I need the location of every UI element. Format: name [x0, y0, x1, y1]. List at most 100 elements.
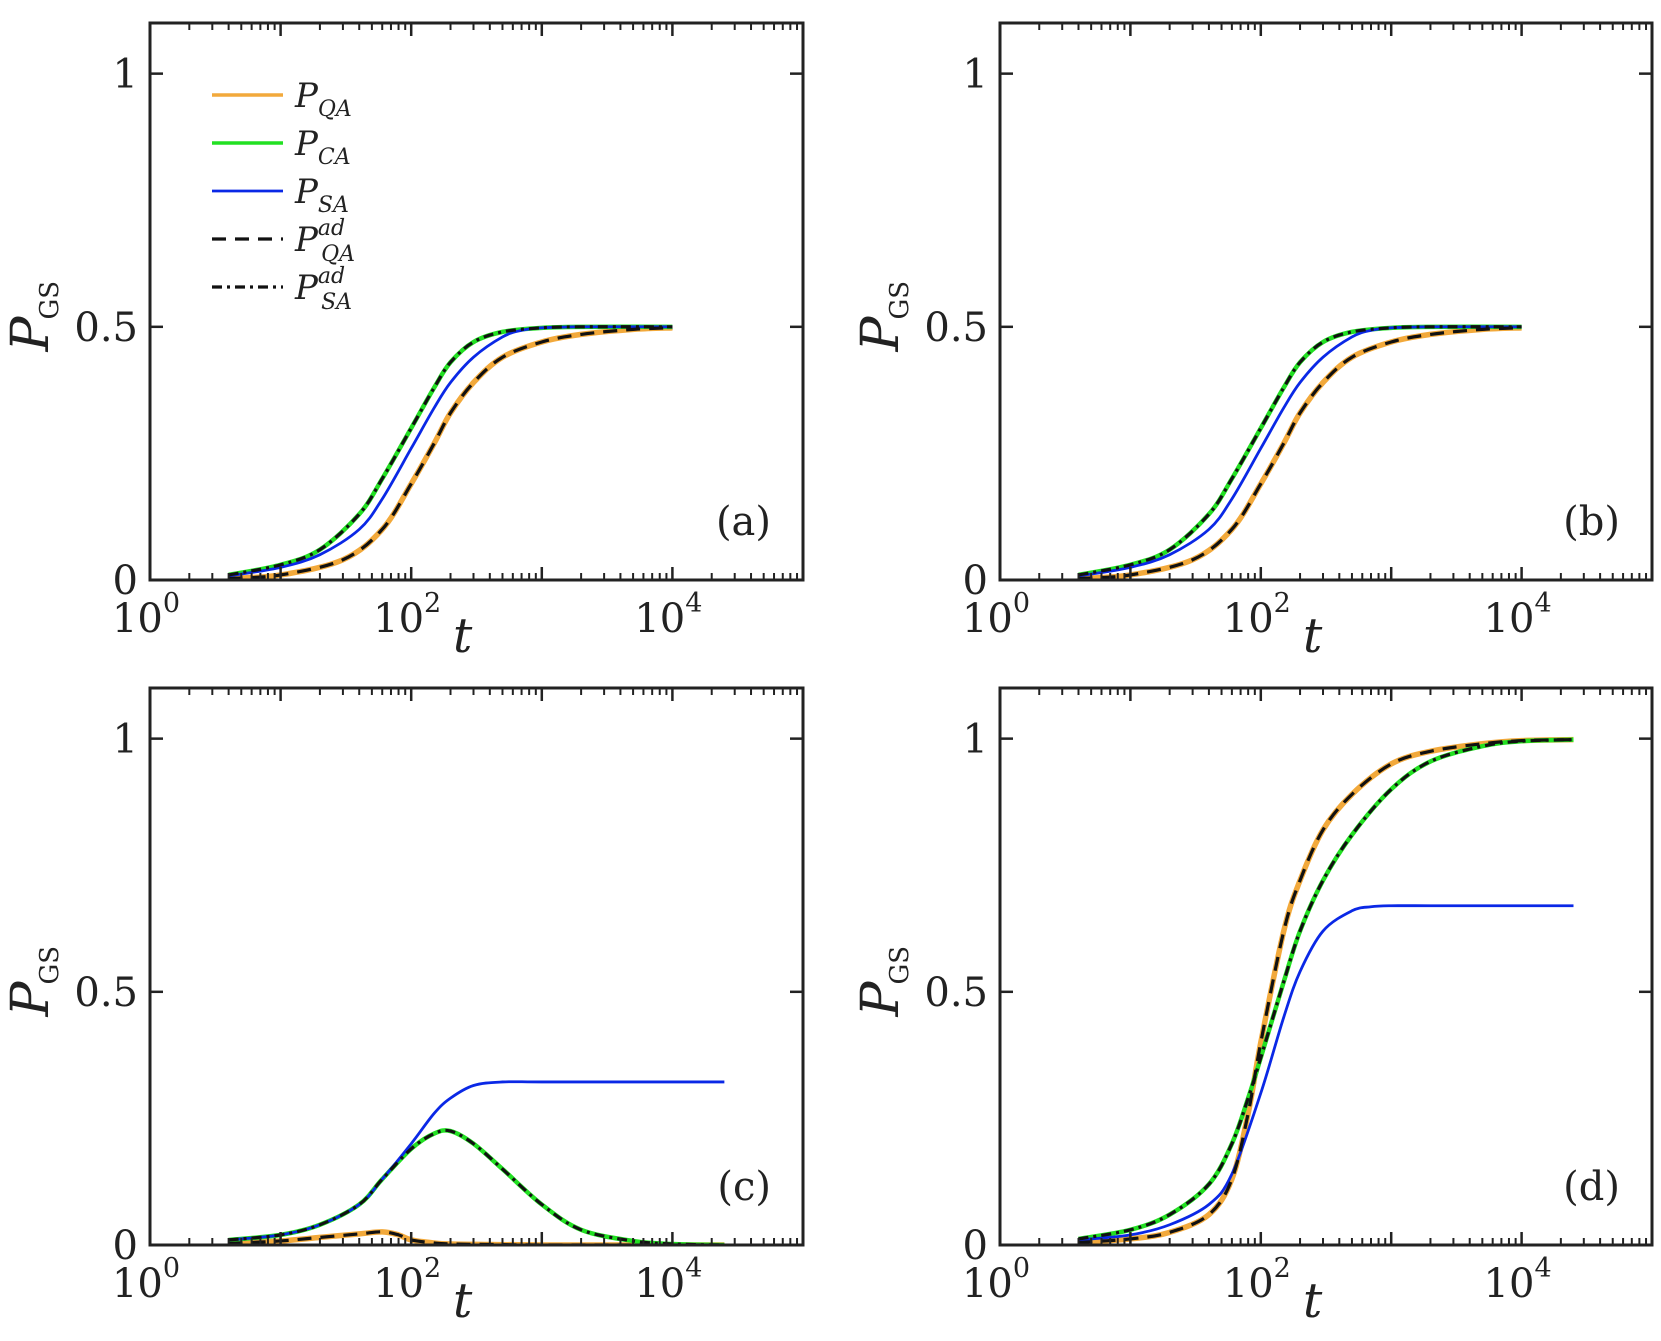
- y-axis-label-sub: GS: [885, 946, 915, 985]
- y-tick-label: 0.5: [74, 305, 138, 351]
- series-line-p-qa-ad: [1078, 326, 1522, 580]
- series-line-p-sa: [228, 325, 673, 578]
- x-tick-base: 10: [962, 1261, 1013, 1307]
- x-tick-label: 104: [634, 588, 702, 642]
- x-tick-exponent: 4: [685, 588, 702, 619]
- y-axis-label-main: P: [851, 316, 911, 353]
- legend-main: P: [294, 124, 319, 164]
- x-tick-label: 104: [1484, 1253, 1552, 1307]
- y-tick-label: 0: [113, 558, 138, 604]
- x-tick-base: 10: [1484, 1261, 1535, 1307]
- legend-main: P: [294, 220, 319, 260]
- x-tick-exponent: 4: [1534, 1253, 1551, 1284]
- legend-entry-p-sa: PSA: [294, 172, 349, 218]
- series-line-p-ca: [1078, 737, 1574, 1242]
- panel-label: (d): [1563, 1164, 1620, 1210]
- x-tick-label: 102: [373, 588, 441, 642]
- series-line-p-sa-ad: [228, 1128, 725, 1245]
- x-tick-exponent: 0: [163, 1253, 180, 1284]
- x-tick-label: 102: [1223, 1253, 1291, 1307]
- y-axis-label-sub: GS: [885, 281, 915, 320]
- series-line-p-sa-ad: [1078, 325, 1522, 577]
- y-axis-label-main: P: [1, 981, 61, 1018]
- x-tick-exponent: 0: [163, 588, 180, 619]
- x-tick-label: 102: [1223, 588, 1291, 642]
- legend-entry-p-qa-ad: Pad QA: [294, 216, 355, 267]
- x-tick-base: 10: [112, 596, 163, 642]
- x-tick-label: 104: [634, 1253, 702, 1307]
- x-tick-base: 10: [1223, 1261, 1274, 1307]
- x-tick-base: 10: [373, 1261, 424, 1307]
- axes-frame: [998, 686, 1654, 1247]
- legend-main: P: [294, 268, 319, 308]
- x-tick-base: 10: [1484, 596, 1535, 642]
- legend-sup: ad: [318, 216, 345, 241]
- y-tick-label: 1: [113, 52, 138, 98]
- y-tick-label: 0.5: [74, 970, 138, 1016]
- y-axis-label-main: P: [1, 316, 61, 353]
- x-tick-base: 10: [373, 596, 424, 642]
- series-line-p-sa: [1078, 325, 1522, 578]
- series-line-p-sa: [228, 1080, 725, 1242]
- legend-main: P: [294, 172, 319, 212]
- x-axis-label: t: [453, 1273, 473, 1329]
- x-tick-label: 100: [112, 588, 180, 642]
- axes-frame: [148, 686, 805, 1247]
- x-tick-base: 10: [112, 1261, 163, 1307]
- y-tick-label: 0: [113, 1223, 138, 1269]
- x-tick-label: 100: [962, 588, 1030, 642]
- x-tick-base: 10: [1223, 596, 1274, 642]
- legend-entry-p-qa: PQA: [294, 76, 352, 122]
- legend-entry-p-ca: PCA: [294, 124, 351, 170]
- series-line-p-sa-ad: [228, 325, 673, 577]
- y-tick-label: 1: [963, 717, 988, 763]
- legend-main: P: [294, 76, 319, 116]
- legend-sub: CA: [318, 145, 351, 170]
- series-line-p-sa-ad: [1078, 738, 1574, 1241]
- axes-frame: [148, 21, 805, 582]
- x-tick-exponent: 0: [1013, 1253, 1030, 1284]
- x-tick-exponent: 4: [685, 1253, 702, 1284]
- panel-label: (c): [717, 1164, 771, 1210]
- y-axis-label-sub: GS: [35, 946, 65, 985]
- y-tick-label: 0.5: [924, 970, 988, 1016]
- x-tick-exponent: 2: [1274, 588, 1291, 619]
- y-tick-label: 0: [963, 1223, 988, 1269]
- panel-label: (a): [716, 499, 771, 545]
- x-tick-label: 102: [373, 1253, 441, 1307]
- x-tick-exponent: 2: [424, 588, 441, 619]
- legend-sup: ad: [318, 264, 345, 289]
- y-axis-label-main: P: [851, 981, 911, 1018]
- series-line-p-ca: [228, 1128, 725, 1245]
- x-tick-label: 100: [112, 1253, 180, 1307]
- series-line-p-sa: [1078, 904, 1574, 1242]
- legend-entry-p-sa-ad: Pad SA: [294, 264, 352, 315]
- x-tick-base: 10: [962, 596, 1013, 642]
- x-tick-exponent: 2: [1274, 1253, 1291, 1284]
- x-tick-exponent: 2: [424, 1253, 441, 1284]
- legend-sub: QA: [318, 97, 352, 122]
- x-axis-label: t: [453, 608, 473, 664]
- x-tick-base: 10: [634, 596, 685, 642]
- series-line-p-qa-ad: [228, 326, 673, 580]
- axes-frame: [998, 21, 1654, 582]
- x-axis-label: t: [1303, 1273, 1323, 1329]
- legend-sub: SA: [318, 193, 349, 218]
- series-line-p-qa-ad: [228, 1230, 725, 1245]
- y-axis-label-sub: GS: [35, 281, 65, 320]
- x-tick-exponent: 0: [1013, 588, 1030, 619]
- y-tick-label: 1: [963, 52, 988, 98]
- y-tick-label: 0.5: [924, 305, 988, 351]
- panel-label: (b): [1563, 499, 1620, 545]
- series-line-p-qa: [1078, 736, 1574, 1245]
- y-tick-label: 0: [963, 558, 988, 604]
- y-axis-label: PGS: [1, 281, 65, 353]
- legend-sub: QA: [321, 242, 355, 267]
- legend-sub: SA: [321, 290, 352, 315]
- series-line-p-qa-ad: [1078, 738, 1574, 1245]
